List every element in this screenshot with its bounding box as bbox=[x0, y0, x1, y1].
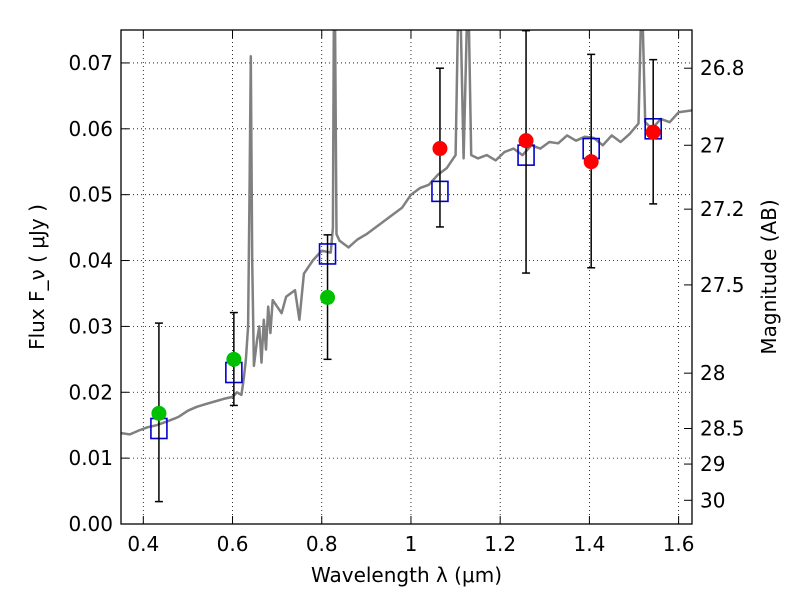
right-tick-label: 29 bbox=[700, 452, 725, 476]
measured-flux-point bbox=[320, 289, 336, 305]
right-tick-label: 28 bbox=[700, 361, 725, 385]
y-tick-label: 0.01 bbox=[68, 446, 113, 470]
y-tick-label: 0.02 bbox=[68, 380, 113, 404]
right-tick-label: 27 bbox=[700, 133, 725, 157]
measured-flux-point bbox=[226, 351, 242, 367]
plot-frame bbox=[120, 29, 693, 525]
y-tick-label: 0.04 bbox=[68, 249, 113, 273]
measured-flux-point bbox=[645, 124, 661, 140]
right-axis-label: Magnitude (AB) bbox=[757, 199, 781, 354]
y-tick-label: 0.00 bbox=[68, 512, 113, 536]
y-tick-label: 0.03 bbox=[68, 314, 113, 338]
measured-flux-point bbox=[583, 154, 599, 170]
measured-flux-point bbox=[432, 141, 448, 157]
right-tick-label: 28.5 bbox=[700, 416, 745, 440]
x-tick-label: 1 bbox=[405, 532, 418, 556]
x-tick-label: 0.6 bbox=[217, 532, 249, 556]
y-axis-label: Flux F_ν ( μJy ) bbox=[25, 204, 49, 350]
x-tick-label: 1.2 bbox=[484, 532, 516, 556]
right-tick-label: 26.8 bbox=[700, 56, 745, 80]
tick-layer bbox=[121, 30, 692, 525]
y-tick-label: 0.07 bbox=[68, 51, 113, 75]
x-tick-label: 1.4 bbox=[573, 532, 605, 556]
right-tick-label: 27.2 bbox=[700, 197, 745, 221]
right-tick-label: 30 bbox=[700, 488, 725, 512]
x-tick-label: 1.6 bbox=[663, 532, 695, 556]
spectrum-line bbox=[121, 30, 692, 436]
measured-flux-point bbox=[151, 405, 167, 421]
y-tick-label: 0.05 bbox=[68, 183, 113, 207]
data-layer bbox=[121, 30, 692, 503]
y-tick-label: 0.06 bbox=[68, 117, 113, 141]
measured-flux-point bbox=[518, 133, 534, 149]
grid-layer bbox=[121, 30, 692, 525]
right-tick-label: 27.5 bbox=[700, 273, 745, 297]
x-tick-label: 0.4 bbox=[127, 532, 159, 556]
tick-label-layer: 0.4 0.6 0.8 1 1.2 1.4 1.6 0.00 0.01 0.02 0.03 0.04 0… bbox=[68, 51, 744, 556]
x-axis-label: Wavelength λ (μm) bbox=[311, 563, 502, 587]
x-tick-label: 0.8 bbox=[306, 532, 338, 556]
